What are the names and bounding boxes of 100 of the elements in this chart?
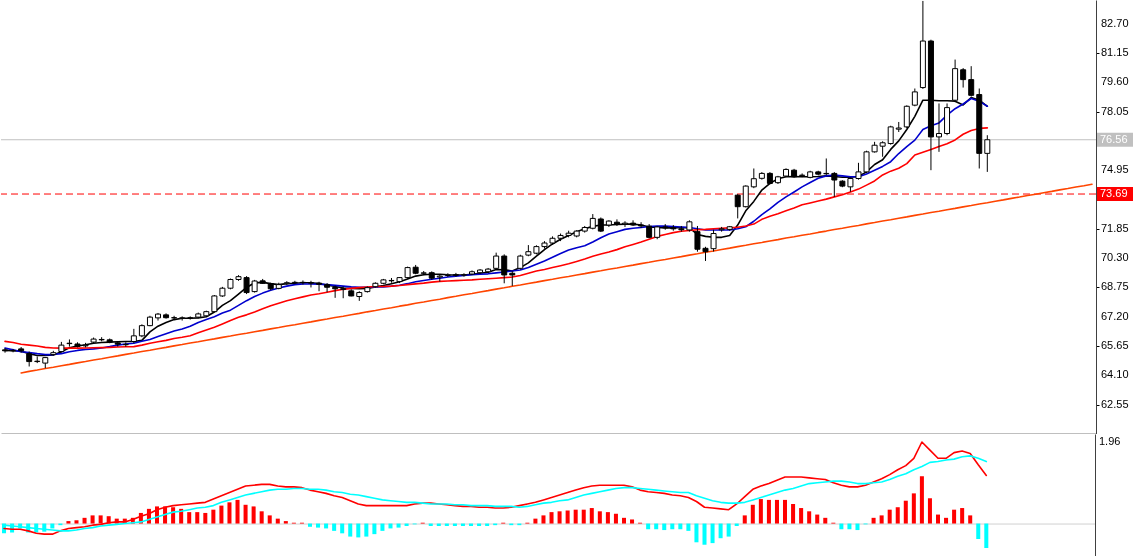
bar: [879, 515, 884, 524]
bar: [976, 523, 981, 540]
bar: [332, 523, 337, 531]
bar: [541, 515, 546, 524]
bar: [742, 515, 747, 524]
bar: [605, 512, 610, 524]
y-tick-label: 81.15: [1101, 45, 1129, 58]
candlestick: [171, 315, 178, 321]
bar: [267, 515, 272, 524]
bar: [613, 513, 618, 524]
bar: [90, 515, 95, 524]
candlestick: [307, 280, 314, 288]
candlestick: [903, 104, 910, 129]
candlestick: [316, 281, 323, 292]
bar: [911, 493, 916, 524]
candlestick: [324, 282, 331, 293]
bar: [968, 515, 973, 524]
bar: [348, 523, 353, 537]
y-tick-label: 67.20: [1101, 309, 1129, 322]
bar: [799, 508, 804, 524]
bar: [630, 519, 635, 524]
bar: [549, 512, 554, 524]
bar: [251, 506, 256, 524]
y-tick-label: 82.70: [1101, 16, 1129, 29]
candlestick: [621, 220, 628, 228]
bar: [372, 523, 377, 535]
bar: [307, 523, 312, 527]
y-tick-label: 74.95: [1101, 163, 1129, 176]
bar: [557, 511, 562, 524]
bar: [935, 514, 941, 524]
bar: [187, 512, 192, 524]
candlestick: [960, 67, 967, 89]
bar: [227, 502, 232, 524]
bar: [823, 517, 828, 524]
candlestick: [332, 285, 339, 299]
bar: [783, 499, 788, 524]
bar: [903, 500, 908, 524]
bar: [396, 523, 401, 528]
candlestick: [831, 171, 838, 198]
bar: [275, 518, 280, 524]
y-tick-label: 79.60: [1101, 75, 1129, 88]
candlestick: [444, 272, 451, 278]
y-tick-label: 70.30: [1101, 251, 1129, 264]
bar: [694, 523, 699, 543]
bar: [960, 508, 965, 524]
bar: [340, 523, 345, 534]
bar: [203, 512, 208, 524]
candlestick: [613, 218, 620, 227]
bar: [927, 498, 932, 524]
bar: [66, 521, 71, 524]
bar: [356, 523, 361, 538]
candlestick: [936, 102, 942, 153]
candlestick: [984, 134, 991, 173]
bar: [726, 523, 731, 537]
bar: [581, 509, 586, 524]
candlestick: [638, 221, 645, 229]
candlestick: [452, 272, 459, 278]
candlestick: [799, 172, 806, 178]
bar: [597, 511, 602, 524]
bar: [388, 523, 393, 529]
bar: [533, 518, 538, 524]
line-series: [20, 183, 1093, 374]
candlestick: [734, 193, 741, 219]
bar: [259, 511, 264, 524]
ref-line-label: 76.56: [1100, 132, 1128, 145]
bar: [791, 503, 796, 524]
candlestick: [750, 167, 757, 189]
bar: [195, 512, 200, 524]
bar: [316, 523, 321, 528]
bar: [98, 515, 103, 524]
bar: [82, 517, 87, 524]
candlestick: [18, 346, 25, 354]
candlestick: [501, 253, 508, 284]
bar: [952, 509, 957, 524]
bar: [662, 523, 667, 531]
bar: [74, 520, 79, 524]
bar: [380, 523, 385, 531]
bar: [984, 523, 989, 548]
y-tick-label: 62.55: [1101, 397, 1129, 410]
bar: [855, 523, 860, 531]
bar: [774, 499, 779, 524]
text: 1.96: [1099, 435, 1121, 447]
bar: [815, 514, 820, 524]
bar: [871, 517, 876, 524]
bar: [283, 521, 288, 524]
ref-line-label: 73.69: [1100, 187, 1128, 200]
bar: [219, 505, 224, 524]
bar: [243, 504, 248, 524]
bar: [766, 499, 771, 524]
y-tick-label: 65.65: [1101, 339, 1129, 352]
y-tick-label: 68.75: [1101, 280, 1129, 293]
y-tick-label: 64.10: [1101, 368, 1129, 381]
bar: [573, 509, 578, 524]
bar: [621, 517, 626, 524]
bar: [686, 523, 691, 531]
bar: [589, 508, 594, 524]
bar: [807, 511, 812, 524]
y-tick-label: 78.05: [1101, 104, 1129, 117]
bar: [702, 523, 707, 545]
candlestick: [742, 184, 749, 208]
